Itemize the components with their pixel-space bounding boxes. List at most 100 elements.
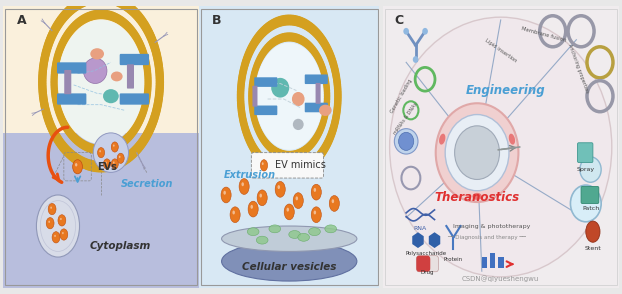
Circle shape [249, 84, 254, 92]
Circle shape [144, 91, 150, 100]
Circle shape [248, 44, 254, 54]
Circle shape [47, 121, 54, 131]
Circle shape [145, 75, 151, 83]
Circle shape [279, 167, 285, 176]
Circle shape [254, 63, 259, 71]
Circle shape [143, 99, 149, 108]
Circle shape [314, 52, 320, 60]
Circle shape [60, 218, 62, 220]
Circle shape [221, 187, 231, 203]
Circle shape [134, 143, 141, 153]
Circle shape [136, 118, 142, 127]
Circle shape [145, 86, 151, 94]
Circle shape [39, 88, 46, 98]
Circle shape [272, 165, 279, 174]
Circle shape [156, 88, 163, 98]
Circle shape [330, 59, 337, 69]
Ellipse shape [221, 242, 357, 281]
Circle shape [264, 23, 271, 33]
Circle shape [323, 142, 328, 152]
Circle shape [39, 66, 46, 76]
Circle shape [310, 46, 315, 54]
Circle shape [86, 143, 91, 152]
Circle shape [40, 91, 47, 101]
Circle shape [65, 30, 71, 39]
Circle shape [50, 128, 57, 138]
Circle shape [264, 44, 269, 52]
Circle shape [54, 235, 56, 237]
Circle shape [263, 138, 268, 146]
Text: Imaging & phototherapy: Imaging & phototherapy [453, 223, 530, 228]
Circle shape [96, 162, 103, 172]
Circle shape [75, 163, 77, 166]
Circle shape [40, 98, 48, 109]
Circle shape [93, 11, 99, 19]
Circle shape [249, 103, 254, 111]
Circle shape [108, 144, 114, 153]
Circle shape [249, 42, 255, 51]
Circle shape [84, 13, 90, 22]
Circle shape [310, 138, 315, 146]
Circle shape [247, 46, 253, 56]
Circle shape [413, 56, 419, 63]
Circle shape [61, 36, 67, 45]
Circle shape [145, 83, 151, 92]
Circle shape [55, 106, 61, 114]
Circle shape [250, 76, 256, 84]
Circle shape [287, 208, 289, 212]
Circle shape [144, 64, 150, 73]
Circle shape [276, 149, 281, 157]
Circle shape [53, 132, 60, 142]
Circle shape [125, 152, 132, 162]
Circle shape [48, 203, 56, 215]
Circle shape [334, 75, 340, 84]
Circle shape [261, 160, 267, 171]
Circle shape [101, 10, 106, 19]
Circle shape [154, 104, 160, 114]
Circle shape [239, 179, 249, 194]
Circle shape [297, 166, 304, 175]
Circle shape [42, 106, 49, 116]
Circle shape [83, 159, 90, 169]
Circle shape [293, 151, 298, 159]
Circle shape [318, 124, 324, 132]
Circle shape [148, 33, 155, 43]
Circle shape [302, 147, 307, 155]
Circle shape [72, 134, 78, 143]
Circle shape [332, 67, 338, 76]
Circle shape [260, 50, 266, 58]
Text: Spray: Spray [577, 167, 595, 172]
Circle shape [305, 40, 310, 48]
Circle shape [55, 136, 62, 146]
Circle shape [293, 193, 304, 208]
Circle shape [238, 76, 244, 86]
Circle shape [335, 102, 340, 112]
Circle shape [257, 190, 267, 206]
Circle shape [275, 181, 285, 197]
Text: Patch: Patch [582, 206, 599, 211]
Ellipse shape [439, 134, 445, 145]
FancyBboxPatch shape [416, 256, 439, 272]
Circle shape [52, 232, 60, 243]
Circle shape [62, 145, 70, 155]
Ellipse shape [271, 78, 289, 98]
Ellipse shape [586, 221, 600, 242]
Circle shape [156, 64, 162, 74]
Circle shape [241, 63, 247, 73]
Circle shape [240, 66, 246, 75]
Circle shape [78, 16, 85, 25]
Circle shape [106, 145, 112, 153]
Circle shape [105, 161, 112, 171]
Circle shape [154, 98, 162, 109]
Circle shape [106, 11, 112, 20]
Ellipse shape [90, 48, 104, 59]
Circle shape [61, 119, 67, 128]
Ellipse shape [248, 228, 259, 235]
Circle shape [113, 144, 114, 147]
Circle shape [141, 49, 147, 57]
Circle shape [149, 118, 156, 129]
Circle shape [308, 43, 313, 51]
Circle shape [61, 143, 68, 153]
Text: Secretion: Secretion [121, 179, 173, 189]
Circle shape [287, 15, 293, 25]
